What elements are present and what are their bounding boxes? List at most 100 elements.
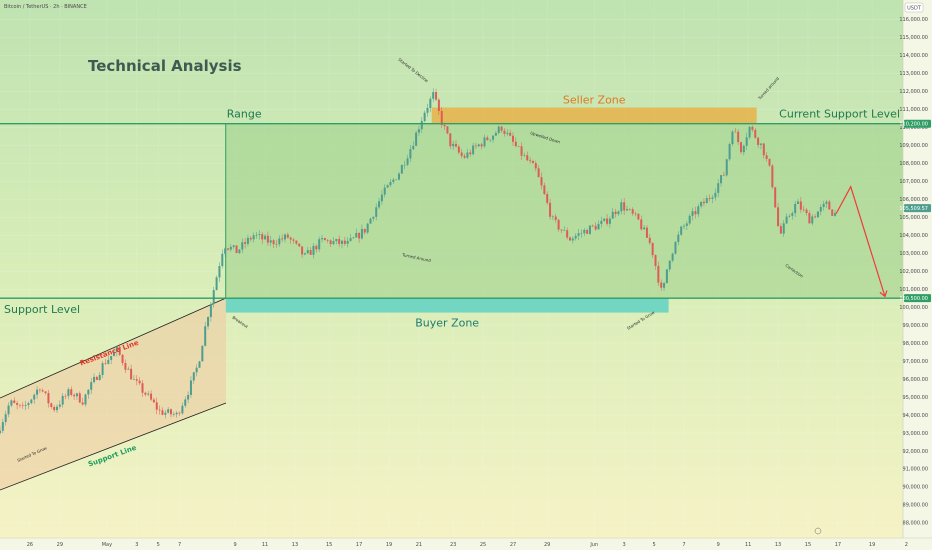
- candle-body: [238, 249, 241, 254]
- candle-body: [466, 152, 469, 158]
- candle: [378, 197, 381, 210]
- candle: [275, 239, 278, 248]
- candle-body: [175, 412, 178, 415]
- candle-body: [788, 215, 791, 217]
- candle-body: [218, 266, 221, 278]
- price-tick-label: 89,000.00: [903, 503, 928, 509]
- candle: [130, 364, 133, 380]
- time-tick-label: 11: [745, 542, 751, 548]
- timezone-icon[interactable]: [814, 527, 822, 535]
- candle: [158, 405, 161, 415]
- candle: [184, 396, 187, 408]
- time-tick-label: 23: [450, 542, 456, 548]
- candle: [309, 247, 312, 255]
- time-axis-panel[interactable]: [0, 538, 932, 550]
- candle: [380, 190, 383, 205]
- candle: [212, 286, 215, 308]
- candle: [774, 187, 777, 209]
- price-tick-label: 112,000.00: [899, 89, 928, 95]
- candle: [323, 237, 326, 241]
- time-tick-label: 13: [292, 542, 298, 548]
- candle-body: [782, 223, 785, 234]
- candle-body: [759, 143, 762, 145]
- candle-body: [429, 98, 432, 108]
- candle-body: [53, 406, 56, 411]
- support-line[interactable]: [0, 402, 227, 491]
- candle: [791, 211, 794, 220]
- candle: [814, 214, 817, 219]
- resistance-line[interactable]: [0, 297, 227, 399]
- price-tick-label: 108,000.00: [899, 161, 928, 167]
- candle-body: [289, 237, 292, 240]
- time-tick-label: 27: [510, 542, 516, 548]
- candle: [674, 240, 677, 255]
- candle-body: [720, 175, 723, 184]
- candle: [762, 142, 765, 159]
- candles-layer: [0, 88, 837, 435]
- candle: [799, 196, 802, 213]
- time-tick-label: 7: [178, 542, 181, 548]
- candle-body: [41, 390, 44, 392]
- candle-body: [725, 159, 728, 176]
- candle-body: [121, 354, 124, 364]
- candle-body: [469, 152, 472, 155]
- candle-body: [167, 409, 170, 413]
- candle: [620, 199, 623, 215]
- candle-body: [332, 241, 335, 245]
- candle: [702, 198, 705, 207]
- candle-body: [249, 237, 252, 240]
- candle: [375, 203, 378, 221]
- candle-body: [497, 126, 500, 133]
- candle-body: [101, 363, 104, 375]
- candle-body: [566, 230, 569, 238]
- projection-path[interactable]: [835, 185, 886, 297]
- candle-body: [127, 368, 130, 370]
- time-tick-label: 15: [326, 542, 332, 548]
- candle: [822, 200, 825, 211]
- price-tick-label: 114,000.00: [899, 53, 928, 59]
- candle: [668, 260, 671, 272]
- price-tick-label: 97,000.00: [903, 359, 928, 365]
- candle: [33, 393, 36, 404]
- candle-body: [600, 220, 603, 224]
- candle-body: [577, 233, 580, 236]
- candle: [577, 229, 580, 241]
- candle: [229, 244, 232, 252]
- candle: [141, 379, 144, 397]
- candle: [611, 208, 614, 219]
- currency-badge[interactable]: [904, 2, 924, 13]
- candle-body: [343, 240, 346, 244]
- candle-body: [389, 181, 392, 186]
- candle: [18, 404, 21, 408]
- candle-body: [614, 211, 617, 215]
- candle: [147, 391, 150, 397]
- candle-body: [594, 225, 597, 230]
- candle-body: [329, 240, 332, 245]
- candle-body: [318, 239, 321, 250]
- candle: [132, 375, 135, 380]
- range-label: Range: [227, 108, 262, 121]
- price-tick-label: 96,000.00: [903, 377, 928, 383]
- candle-body: [24, 405, 27, 406]
- candle: [400, 164, 403, 174]
- candle-body: [306, 250, 309, 254]
- candle: [56, 404, 58, 414]
- candle: [691, 207, 694, 221]
- price-axis-panel[interactable]: [903, 0, 932, 538]
- candle: [737, 129, 740, 146]
- candle-body: [799, 201, 802, 210]
- candle: [754, 128, 757, 139]
- candle: [534, 160, 537, 172]
- candle-body: [266, 235, 269, 243]
- candle: [315, 244, 318, 253]
- candle: [705, 195, 708, 204]
- candle-body: [406, 158, 409, 165]
- candle: [722, 171, 725, 176]
- time-tick-label: 15: [805, 542, 811, 548]
- candle: [73, 393, 76, 400]
- time-tick-label: 3: [623, 542, 626, 548]
- candle-body: [252, 235, 255, 240]
- candle-body: [816, 211, 819, 218]
- time-tick-label: 19: [386, 542, 392, 548]
